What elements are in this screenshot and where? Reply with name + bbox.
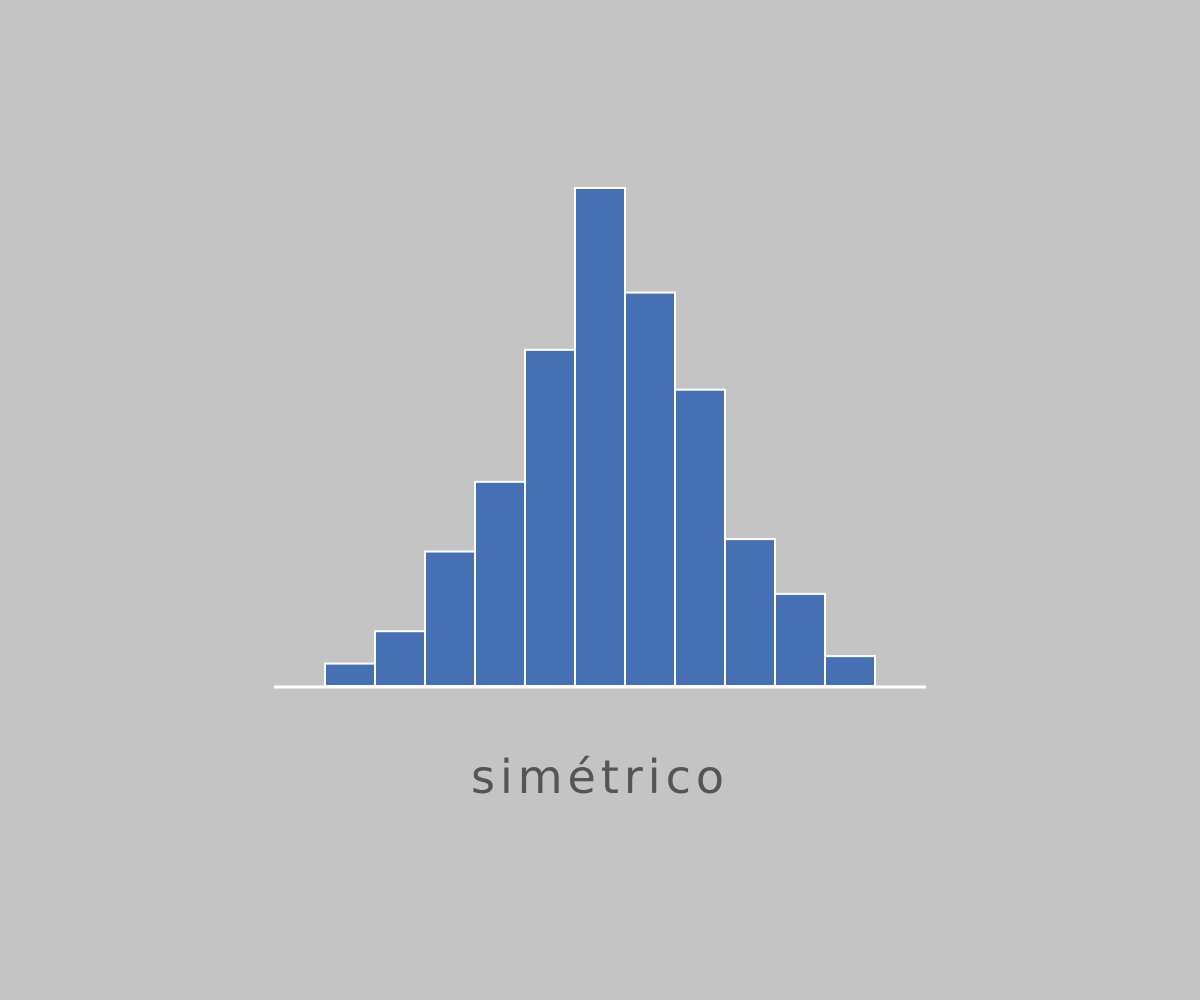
histogram-bar <box>474 480 526 687</box>
histogram-bars <box>324 187 876 688</box>
histogram-bar <box>824 655 876 687</box>
histogram-bar <box>324 662 376 688</box>
chart-caption: simétrico <box>470 750 730 804</box>
histogram-bar <box>374 630 426 687</box>
histogram-bar <box>524 348 576 687</box>
histogram-bar <box>574 187 626 687</box>
histogram-bar <box>624 291 676 687</box>
histogram-bar <box>724 538 776 688</box>
histogram-bar <box>674 388 726 687</box>
histogram-bar <box>774 592 826 687</box>
histogram-bar <box>424 550 476 687</box>
